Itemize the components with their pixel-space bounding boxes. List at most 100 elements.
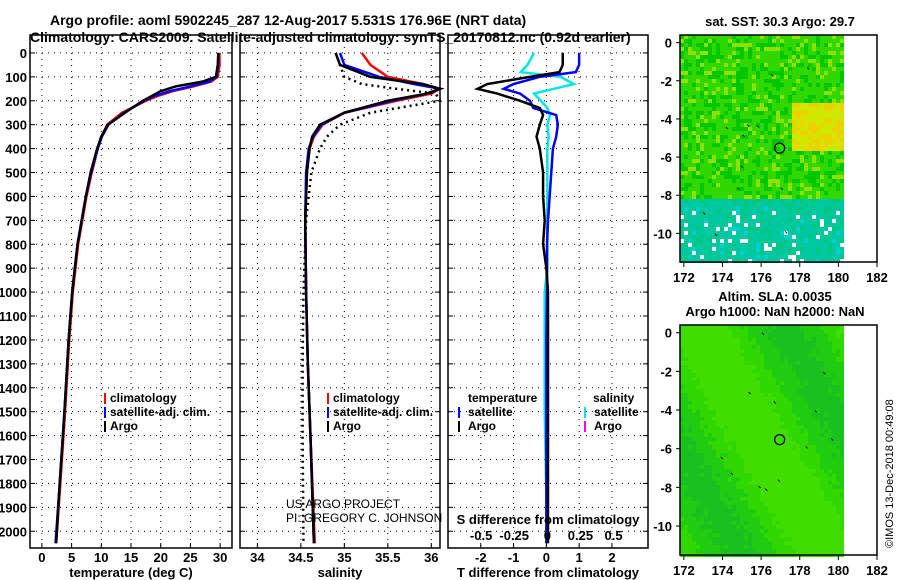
map-cell <box>696 409 700 413</box>
map-cell <box>828 365 832 369</box>
map-cell <box>688 187 692 191</box>
map-cell <box>820 167 824 171</box>
map-cell <box>716 385 720 389</box>
map-cell <box>752 203 756 207</box>
map-cell <box>816 107 820 111</box>
map-cell <box>696 143 700 147</box>
map-cell <box>728 345 732 349</box>
map-cell <box>808 75 812 79</box>
map-cell <box>800 337 804 341</box>
map-cell <box>700 103 704 107</box>
map-cell <box>708 465 712 469</box>
map-cell <box>820 365 824 369</box>
map-cell <box>680 127 684 131</box>
map-cell <box>716 35 720 39</box>
map-cell <box>772 393 776 397</box>
map-cell <box>748 195 752 199</box>
map-cell <box>780 67 784 71</box>
map-cell <box>764 251 768 255</box>
map-cell <box>804 259 808 263</box>
map-cell <box>820 199 824 203</box>
map-cell <box>768 103 772 107</box>
map-cell <box>744 461 748 465</box>
map-cell <box>684 259 688 263</box>
map-cell <box>828 525 832 529</box>
map-cell <box>808 83 812 87</box>
map-cell <box>800 103 804 107</box>
map-cell <box>736 259 740 263</box>
map-cell <box>696 421 700 425</box>
map-cell <box>748 381 752 385</box>
map-cell <box>712 473 716 477</box>
map-cell <box>800 87 804 91</box>
map-cell <box>824 469 828 473</box>
map-cell <box>684 537 688 541</box>
map-cell <box>688 183 692 187</box>
map-cell <box>820 425 824 429</box>
map-cell <box>716 473 720 477</box>
map-cell <box>680 421 684 425</box>
map-cell <box>740 171 744 175</box>
map-cell <box>720 255 724 259</box>
map-cell <box>816 473 820 477</box>
map-cell <box>804 329 808 333</box>
map-cell <box>688 529 692 533</box>
map-cell <box>836 147 840 151</box>
map-cell <box>828 485 832 489</box>
map-cell <box>816 445 820 449</box>
map-cell <box>804 123 808 127</box>
map-cell <box>772 385 776 389</box>
map-cell <box>732 381 736 385</box>
map-cell <box>776 429 780 433</box>
map-cell <box>832 239 836 243</box>
map-cell <box>808 147 812 151</box>
x-tick-label: 34.5 <box>288 550 313 565</box>
map-cell <box>832 259 836 263</box>
map-cell <box>744 83 748 87</box>
map-cell <box>712 99 716 103</box>
map-cell <box>688 55 692 59</box>
map-cell <box>756 397 760 401</box>
map-cell <box>708 509 712 513</box>
map-cell <box>824 437 828 441</box>
map-cell <box>788 163 792 167</box>
map-cell <box>812 529 816 533</box>
map-cell <box>784 227 788 231</box>
map-cell <box>692 537 696 541</box>
map-cell <box>780 235 784 239</box>
map-cell <box>696 59 700 63</box>
map-cell <box>712 247 716 251</box>
map-cell <box>704 227 708 231</box>
map-cell <box>832 35 836 39</box>
map-cell <box>804 537 808 541</box>
map-cell <box>716 545 720 549</box>
map-cell <box>752 35 756 39</box>
map-cell <box>776 481 780 485</box>
map-cell <box>752 143 756 147</box>
map-cell <box>808 413 812 417</box>
map-cell <box>824 107 828 111</box>
map-cell <box>756 91 760 95</box>
map-cell <box>712 107 716 111</box>
map-cell <box>696 183 700 187</box>
map-cell <box>832 83 836 87</box>
map-cell <box>768 521 772 525</box>
map-cell <box>708 251 712 255</box>
map-cell <box>724 47 728 51</box>
map-cell <box>744 401 748 405</box>
map-cell <box>732 401 736 405</box>
map-cell <box>704 247 708 251</box>
map-cell <box>728 79 732 83</box>
map-cell <box>820 421 824 425</box>
map-cell <box>748 373 752 377</box>
map-cell <box>736 199 740 203</box>
map-cell <box>780 449 784 453</box>
map-cell <box>812 175 816 179</box>
map-cell <box>744 239 748 243</box>
map-cell <box>716 441 720 445</box>
map-cell <box>760 135 764 139</box>
map-cell <box>772 481 776 485</box>
map-cell <box>788 243 792 247</box>
map-cell <box>752 95 756 99</box>
